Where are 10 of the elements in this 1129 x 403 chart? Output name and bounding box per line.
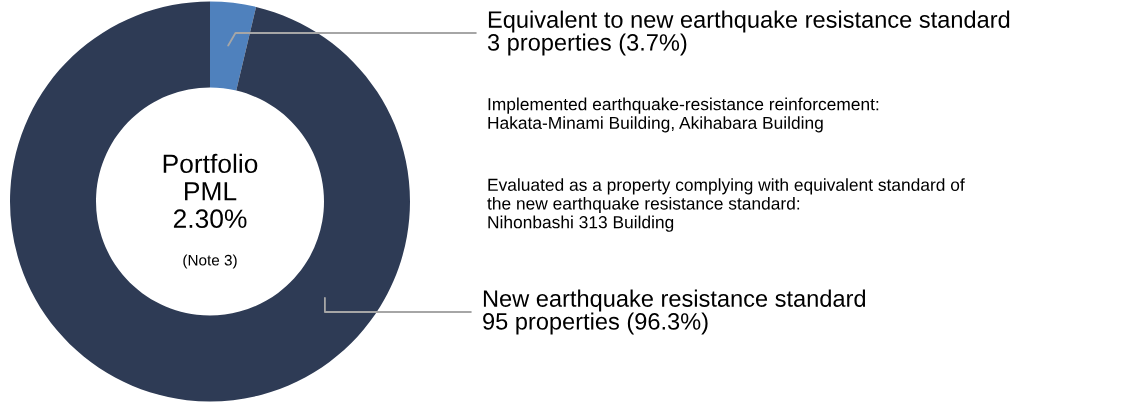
donut-slice [210,1,257,91]
text: (Note 3) [183,254,237,269]
text: Implemented earthquake-resistance reinforcement: Hakata-Minami Building, Akihabara Building [488,97,879,133]
data-label: 3 properties (3.7%) [487,33,687,56]
text: Portfolio PML 2.30% [163,153,258,229]
slice-label: Equivalent to new earthquake resistance standard [488,10,1010,33]
slice-label: New earthquake resistance standard [483,289,866,312]
donut-slice [10,1,410,402]
text: Evaluated as a property complying with equivalent standard of the new earthquake resistance standard: Nihonbashi 313 Building [487,178,965,232]
data-label: 95 properties (96.3%) [483,312,708,335]
